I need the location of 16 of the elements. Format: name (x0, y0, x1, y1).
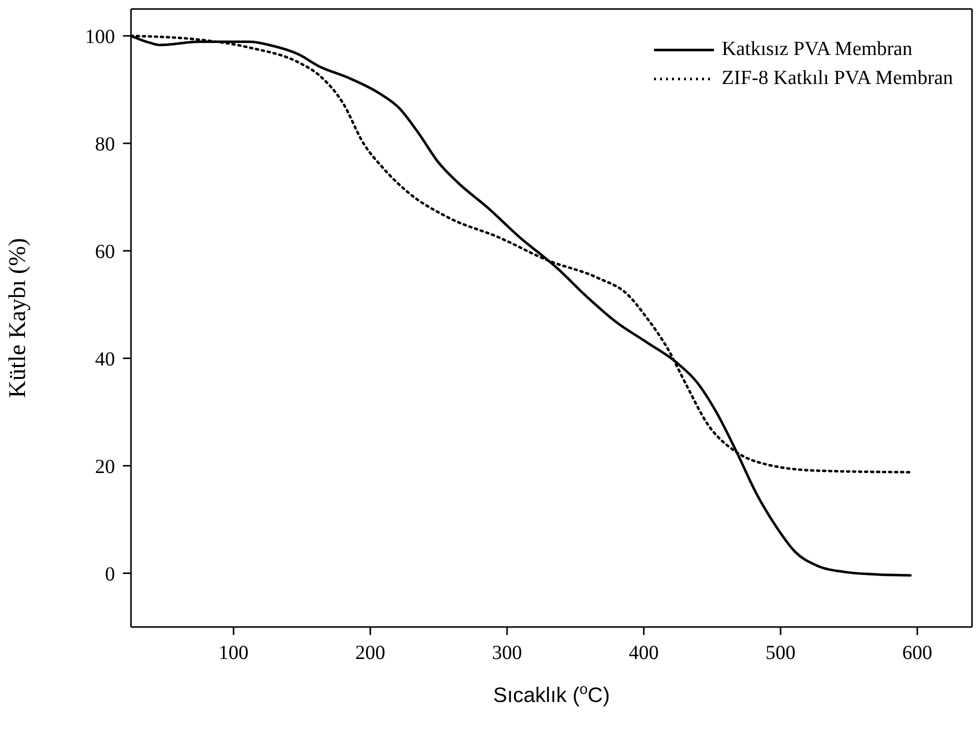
x-tick-label: 200 (355, 642, 386, 664)
legend-label: Katkısız PVA Membran (722, 38, 912, 61)
x-tick-label: 500 (766, 642, 796, 664)
x-tick-label: 300 (492, 642, 522, 664)
x-tick-label: 400 (628, 642, 659, 664)
x-tick-label: 100 (218, 642, 249, 664)
y-axis-title: Kütle Kaybı (%) (5, 238, 31, 398)
legend-label: ZIF-8 Katkılı PVA Membran (722, 67, 953, 90)
x-tick-label: 600 (902, 642, 932, 664)
y-tick-label: 60 (95, 240, 115, 263)
y-tick-label: 80 (95, 133, 115, 156)
y-tick-label: 40 (95, 348, 115, 370)
y-tick-label: 100 (85, 26, 115, 48)
y-tick-label: 0 (105, 563, 115, 586)
x-axis-title: Sıcaklık ($^{o}$C) (493, 682, 610, 707)
y-tick-label: 20 (95, 456, 115, 478)
